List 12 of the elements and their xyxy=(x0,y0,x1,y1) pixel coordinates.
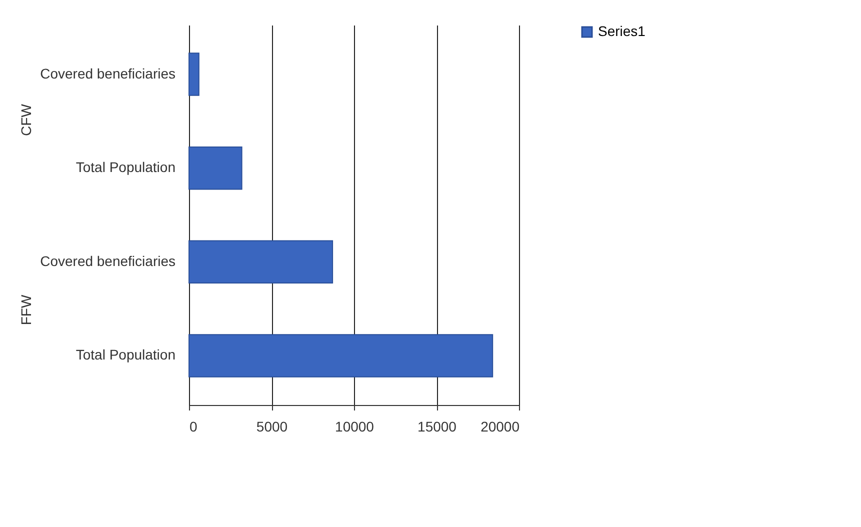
text: FFW xyxy=(18,294,34,326)
x-tick-label: 20000 xyxy=(480,418,520,434)
x-tick-label: 0 xyxy=(190,418,198,434)
y-tick-label: Covered beneficiaries xyxy=(40,65,176,82)
x-tick-label: 15000 xyxy=(418,418,457,434)
x-tick-label: 5000 xyxy=(256,418,288,434)
y-tick-label: Total Population xyxy=(76,159,176,176)
y-tick-label: Covered beneficiaries xyxy=(40,252,176,269)
y-tick-label: Total Population xyxy=(76,346,176,363)
legend-label: Series1 xyxy=(598,23,646,39)
text: CFW xyxy=(18,103,34,136)
x-tick-label: 10000 xyxy=(335,418,374,434)
